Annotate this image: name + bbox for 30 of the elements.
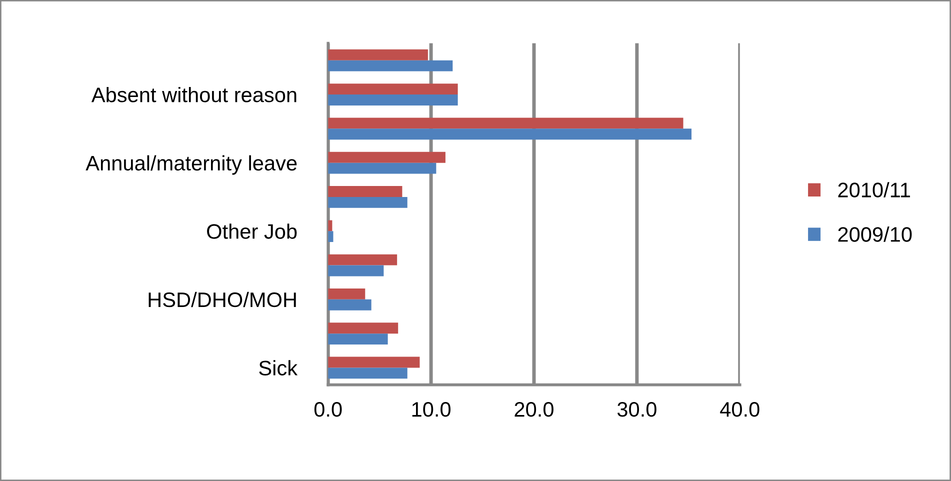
bar: [328, 356, 420, 368]
bar: [328, 334, 388, 344]
bar: [328, 196, 408, 208]
bar: [328, 84, 458, 95]
x-tick-label: 30.0: [617, 402, 656, 417]
bar: [328, 128, 692, 140]
legend-label: 2010/11: [838, 182, 910, 198]
y-tick-label: Other Job: [207, 224, 297, 239]
bar: [328, 288, 366, 300]
bar: [328, 254, 398, 266]
y-tick-label: Absent without reason: [91, 86, 296, 102]
x-tick-label: 40.0: [720, 402, 760, 417]
y-tick-label: HSD/DHO/MOH: [148, 292, 296, 308]
y-tick-label: Annual/maternity leave: [86, 155, 297, 175]
bar: [328, 60, 453, 72]
bar: [328, 118, 684, 129]
y-tick-label: Sick: [259, 360, 298, 376]
bar: [328, 49, 428, 60]
bar: [328, 152, 446, 163]
x-tick-label: 0.0: [314, 402, 342, 417]
bar: [328, 162, 436, 174]
x-tick-label: 10.0: [412, 402, 450, 417]
bar: [328, 322, 398, 334]
x-tick-label: 20.0: [514, 402, 554, 417]
bar: [328, 265, 384, 276]
bar: [328, 299, 372, 310]
bar: [328, 186, 402, 197]
bar: [328, 94, 458, 106]
bar: [328, 368, 408, 379]
legend-label: 2009/10: [838, 226, 912, 242]
